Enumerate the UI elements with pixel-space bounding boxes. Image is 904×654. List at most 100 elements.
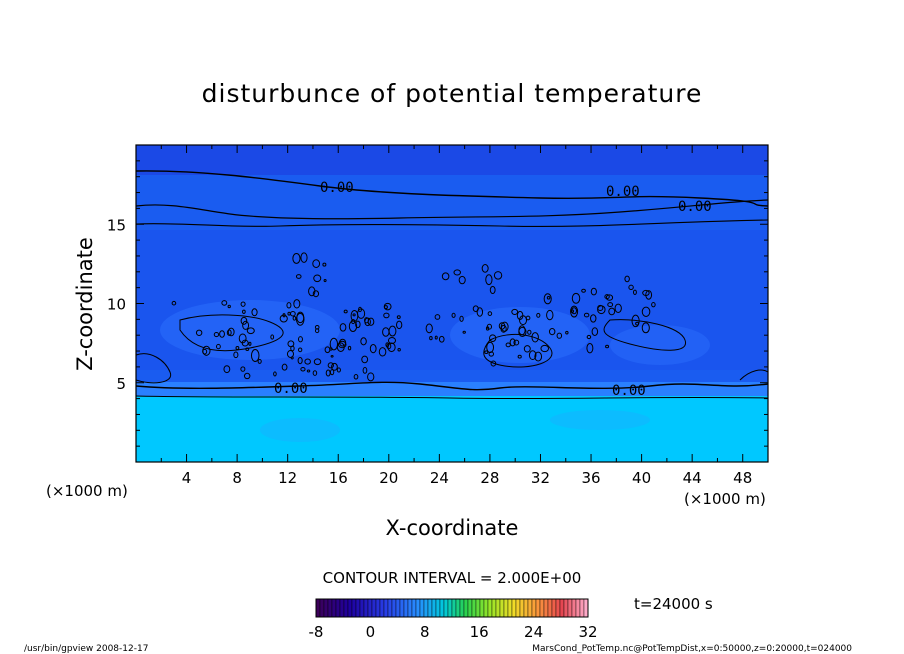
contour-speckle — [425, 323, 433, 334]
contour-speckle — [500, 324, 507, 333]
contour-speckle — [590, 287, 597, 296]
contour-speckle — [362, 367, 368, 374]
colorbar-swatch — [475, 598, 481, 618]
contour-speckle — [523, 345, 531, 353]
contour-speckle — [536, 312, 541, 318]
contour-speckle — [240, 301, 246, 307]
contour-speckle — [219, 330, 225, 338]
contour-line — [136, 219, 768, 227]
contour-speckle — [631, 314, 640, 328]
contour-speckle — [397, 348, 401, 352]
contour-speckle — [348, 320, 358, 332]
contour-speckle — [486, 341, 495, 354]
x-axis-label: X-coordinate — [386, 516, 519, 540]
x-tick-label: 32 — [531, 469, 550, 487]
colorbar-swatch — [371, 598, 377, 618]
field-blob — [160, 300, 340, 360]
contour-speckles — [171, 252, 656, 382]
contour-speckle — [481, 264, 489, 273]
contour-speckle — [287, 311, 291, 316]
contour-speckle — [240, 316, 248, 325]
contour-speckle — [383, 302, 392, 311]
contour-speckle — [540, 344, 550, 353]
contour-speckle — [586, 334, 592, 340]
colorbar-tick-label: -8 — [309, 623, 324, 641]
contour-speckle — [441, 272, 450, 281]
contour-speckle — [227, 327, 235, 337]
contour-speckle — [353, 374, 359, 380]
contour-line — [136, 395, 768, 400]
contour-interval: CONTOUR INTERVAL = 2.000E+00 — [323, 569, 582, 587]
contour-speckle — [604, 294, 610, 300]
plot-area: 0.00 0.00 0.00 0.00 0.00 — [136, 145, 768, 462]
contour-speckle — [570, 309, 575, 313]
contour-speckle — [233, 351, 239, 359]
contour-speckle — [361, 355, 369, 364]
colorbar-swatch — [531, 598, 537, 618]
contour-speckle — [336, 367, 341, 373]
contour-speckle — [571, 292, 581, 304]
footer-left: /usr/bin/gpview 2008-12-17 — [24, 644, 148, 654]
colorbar-swatch — [463, 598, 469, 618]
x-tick-label: 16 — [329, 469, 348, 487]
colorbar-tick-label: 16 — [470, 623, 489, 641]
colorbar-swatch — [487, 598, 493, 618]
colorbar-swatch — [547, 598, 553, 618]
colorbar-tick-label: 0 — [366, 623, 376, 641]
contour-speckle — [240, 366, 246, 372]
contour-speckle — [241, 339, 249, 347]
colorbar-swatch — [319, 598, 325, 618]
contour-speckle — [323, 279, 327, 283]
contour-speckle — [324, 346, 331, 354]
contour-speckle — [306, 369, 311, 373]
colorbar-swatch — [431, 598, 437, 618]
contour-speckle — [490, 360, 497, 367]
colorbar-swatch — [567, 598, 573, 618]
contour-speckle — [581, 288, 586, 293]
contour-speckle — [364, 317, 369, 324]
colorbar-swatch — [351, 598, 357, 618]
colorbar-swatch — [483, 598, 489, 618]
colorbar-swatch — [443, 598, 449, 618]
contour-speckle — [312, 290, 320, 298]
colorbar-swatch — [559, 598, 565, 618]
contour-speckle — [385, 342, 390, 348]
contour-speckle — [248, 341, 252, 346]
colorbar-swatch — [347, 598, 353, 618]
colorbar-swatch — [423, 598, 429, 618]
contour-speckle — [286, 302, 292, 309]
contour-speckle — [489, 285, 496, 295]
contour-speckle — [591, 327, 599, 336]
x-tick-label: 20 — [379, 469, 398, 487]
y-tick-label: 15 — [107, 216, 126, 234]
contour-speckle — [352, 313, 356, 317]
contour-speckle — [641, 322, 650, 334]
contour-speckle — [513, 339, 520, 346]
contour-speckle — [383, 312, 390, 319]
contour-speckle — [369, 344, 377, 354]
colorbar-swatch — [379, 598, 385, 618]
contour-speckle — [605, 294, 614, 301]
contour-speckle — [286, 350, 295, 358]
contour-speckle — [459, 315, 464, 322]
colorbar-swatch — [395, 598, 401, 618]
x-tick-label: 8 — [232, 469, 242, 487]
colorbar-swatch — [523, 598, 529, 618]
contour-speckle — [246, 327, 255, 335]
x-tick-label: 28 — [480, 469, 499, 487]
contour-speckle — [330, 354, 334, 358]
colorbar-swatch — [383, 598, 389, 618]
x-tick-label: 44 — [683, 469, 702, 487]
contour-speckle — [583, 312, 590, 318]
contour-label: 0.00 — [274, 381, 308, 397]
contour-speckle — [641, 306, 651, 317]
colorbar-swatch — [391, 598, 397, 618]
contour-speckle — [243, 372, 251, 380]
colorbar-swatch — [511, 598, 517, 618]
x-unit-left: (×1000 m) — [46, 482, 128, 500]
contour-speckle — [597, 305, 606, 315]
contour-speckle — [250, 349, 260, 363]
contour-speckle — [608, 307, 616, 316]
colorbar-tick-label: 8 — [420, 623, 430, 641]
contour-speckle — [322, 262, 327, 267]
